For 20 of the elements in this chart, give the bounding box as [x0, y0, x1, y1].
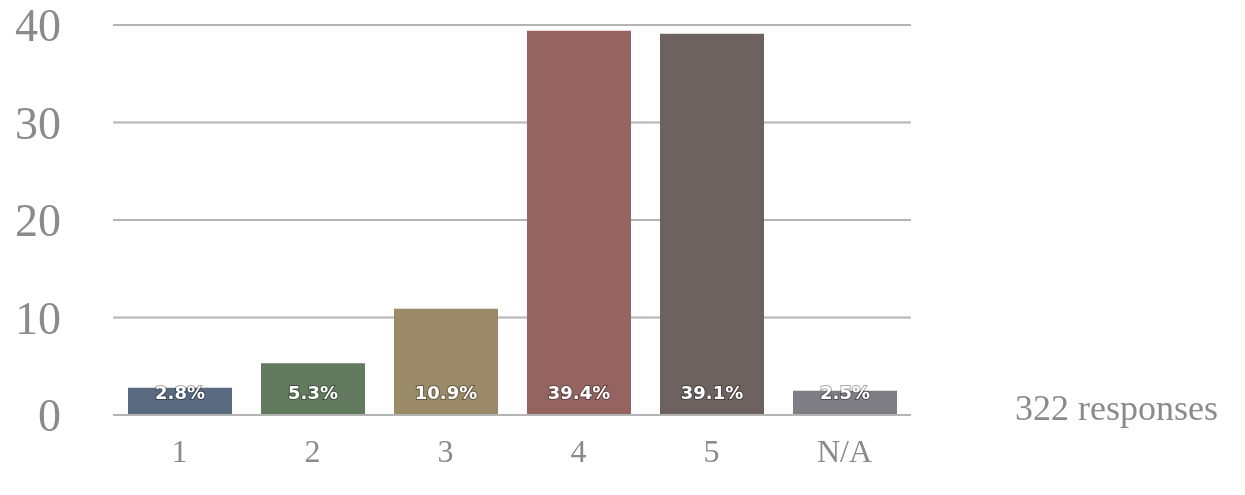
y-tick-label: 40 — [15, 0, 61, 52]
y-tick-label: 0 — [38, 390, 61, 442]
text: 322 responses — [1015, 388, 1218, 428]
x-tick-label: 2 — [304, 432, 321, 469]
x-tick-label: 1 — [171, 432, 188, 469]
bar — [527, 30, 631, 415]
data-label: 39.1% — [680, 382, 744, 403]
data-label: 2.8% — [155, 382, 205, 403]
y-tick-label: 30 — [15, 97, 61, 149]
x-tick-label: 4 — [570, 432, 587, 469]
bar — [660, 33, 764, 415]
bar — [394, 308, 498, 415]
data-label: 10.9% — [414, 382, 478, 403]
x-tick-label: N/A — [816, 432, 873, 469]
y-tick-label: 10 — [15, 292, 61, 344]
x-tick-label: 5 — [703, 432, 720, 469]
data-label: 39.4% — [547, 382, 611, 403]
x-tick-label: 3 — [437, 432, 454, 469]
y-tick-label: 20 — [15, 195, 61, 247]
data-label: 5.3% — [288, 382, 338, 403]
